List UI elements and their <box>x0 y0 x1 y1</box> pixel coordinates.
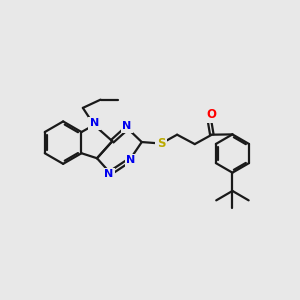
Text: N: N <box>122 122 132 131</box>
Text: N: N <box>90 118 99 128</box>
Text: N: N <box>126 155 136 165</box>
Text: N: N <box>104 169 113 179</box>
Text: O: O <box>206 108 216 121</box>
Text: S: S <box>157 137 165 150</box>
